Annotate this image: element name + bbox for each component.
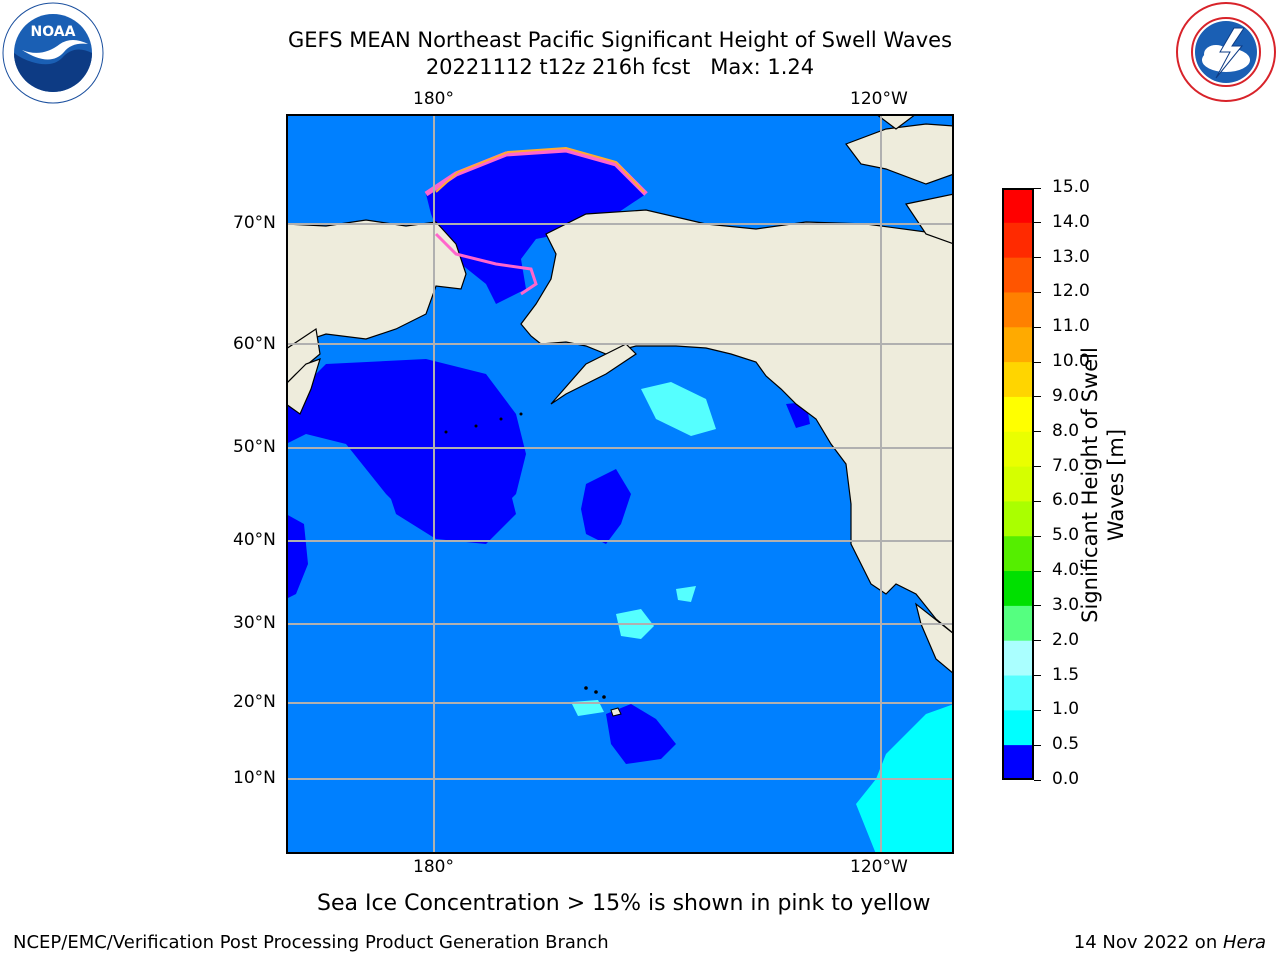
colorbar-tick-mark <box>1034 570 1041 572</box>
colorbar-segment <box>1002 396 1034 433</box>
colorbar-tick-mark <box>1034 675 1041 677</box>
colorbar-label: Significant Height of Swell Waves [m] <box>1078 347 1128 623</box>
colorbar-segment <box>1002 327 1034 363</box>
footer-branch: NCEP/EMC/Verification Post Processing Pr… <box>13 932 609 953</box>
lat-label-10n: 10°N <box>233 768 276 788</box>
lon-label-bottom-180: 180° <box>413 857 454 877</box>
colorbar-segment <box>1002 675 1034 711</box>
colorbar-tick-label: 3.0 <box>1052 594 1080 615</box>
colorbar-tick-mark <box>1034 291 1041 293</box>
colorbar-tick-label: 6.0 <box>1052 490 1080 511</box>
colorbar-tick-mark <box>1034 257 1041 259</box>
chart-subtitle: 20221112 t12z 216h fcst Max: 1.24 <box>425 55 815 79</box>
colorbar-tick-label: 12.0 <box>1052 281 1090 302</box>
colorbar-tick-label: 8.0 <box>1052 420 1080 441</box>
colorbar-tick-mark <box>1034 500 1041 502</box>
lat-label-60n: 60°N <box>233 334 276 354</box>
colorbar-tick-mark <box>1034 605 1041 607</box>
colorbar-tick-label: 9.0 <box>1052 385 1080 406</box>
colorbar-tick-label: 5.0 <box>1052 525 1080 546</box>
colorbar-tick-label: 10.0 <box>1052 351 1090 372</box>
chart-title: GEFS MEAN Northeast Pacific Significant … <box>287 28 953 52</box>
colorbar-tick-mark <box>1034 640 1041 642</box>
lat-label-70n: 70°N <box>233 213 276 233</box>
arctic-island <box>845 123 954 185</box>
colorbar-tick-label: 11.0 <box>1052 316 1090 337</box>
colorbar-tick-mark <box>1034 744 1041 746</box>
colorbar-segment <box>1002 536 1034 572</box>
noaa-logo: NOAA <box>2 2 104 104</box>
colorbar-tick-label: 15.0 <box>1052 177 1090 197</box>
lon-label-top-180: 180° <box>413 89 454 109</box>
colorbar-tick-label: 1.5 <box>1052 664 1080 685</box>
colorbar-segment <box>1002 571 1034 607</box>
colorbar-tick-label: 1.0 <box>1052 699 1080 720</box>
colorbar-tick-mark <box>1034 222 1041 224</box>
colorbar-tick-label: 4.0 <box>1052 560 1080 581</box>
arctic-sea-area <box>426 150 646 304</box>
lon-label-bottom-120w: 120°W <box>850 857 908 877</box>
colorbar-tick-mark <box>1034 326 1041 328</box>
colorbar-tick-mark <box>1034 187 1041 189</box>
lat-label-40n: 40°N <box>233 530 276 550</box>
colorbar-tick-label: 0.0 <box>1052 769 1080 789</box>
colorbar-tick-mark <box>1034 535 1041 537</box>
colorbar-segment <box>1002 710 1034 746</box>
colorbar-tick-mark <box>1034 466 1041 468</box>
hawaii-low-swell <box>606 704 676 764</box>
colorbar-segment <box>1002 188 1034 224</box>
colorbar-tick-mark <box>1034 396 1041 398</box>
nws-logo <box>1176 2 1276 102</box>
colorbar-tick-label: 14.0 <box>1052 211 1090 232</box>
footer-date: 14 Nov 2022 on Hera <box>1074 932 1266 953</box>
colorbar-tick-mark <box>1034 361 1041 363</box>
swell-patch-north <box>641 382 716 436</box>
graticule <box>286 114 954 854</box>
map-panel <box>286 114 954 854</box>
colorbar-tick-label: 0.5 <box>1052 734 1080 755</box>
lat-label-30n: 30°N <box>233 613 276 633</box>
lat-label-20n: 20°N <box>233 692 276 712</box>
footer-date-text: 14 Nov 2022 on <box>1073 932 1223 953</box>
colorbar-segment <box>1002 605 1034 642</box>
colorbar-segment <box>1002 362 1034 398</box>
colorbar-segment <box>1002 466 1034 502</box>
lon-label-top-120w: 120°W <box>850 89 908 109</box>
colorbar-segment <box>1002 745 1034 780</box>
map-frame <box>286 114 954 854</box>
sea-ice-caption: Sea Ice Concentration > 15% is shown in … <box>317 891 931 916</box>
colorbar-segment <box>1002 640 1034 677</box>
colorbar-tick-mark <box>1034 709 1041 711</box>
colorbar-tick-label: 13.0 <box>1052 246 1090 267</box>
colorbar-segment <box>1002 501 1034 537</box>
colorbar-segment <box>1002 431 1034 468</box>
baja-california <box>914 602 954 675</box>
colorbar-segment <box>1002 257 1034 293</box>
colorbar <box>1002 188 1034 780</box>
colorbar-segment <box>1002 292 1034 328</box>
svg-text:NOAA: NOAA <box>31 24 76 40</box>
low-swell-region-central <box>581 469 631 544</box>
footer-host: Hera <box>1222 932 1266 953</box>
colorbar-segment <box>1002 222 1034 259</box>
colorbar-tick-mark <box>1034 779 1041 781</box>
lat-label-50n: 50°N <box>233 437 276 457</box>
colorbar-tick-label: 2.0 <box>1052 629 1080 650</box>
colorbar-tick-mark <box>1034 431 1041 433</box>
colorbar-tick-label: 7.0 <box>1052 455 1080 476</box>
